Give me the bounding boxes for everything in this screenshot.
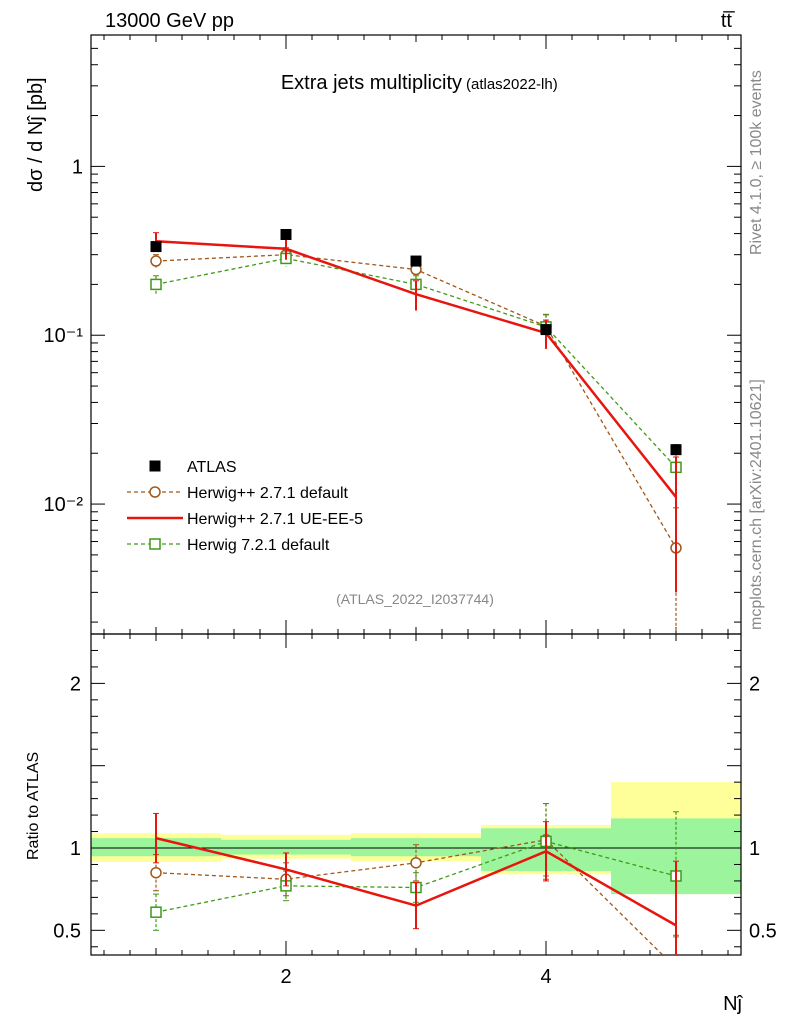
main-panel: 10⁻² 10⁻¹ 1 (44, 34, 742, 635)
mcplots-label: mcplots.cern.ch [arXiv:2401.10621] (748, 379, 765, 630)
y-tick-label: 10⁻² (44, 494, 84, 516)
main-plot-area (150, 228, 682, 634)
y-tick-label: 1 (72, 156, 83, 178)
ratio-panel: 2 4 0.5 0.5 1 1 2 2 (53, 633, 777, 988)
x-tick-label: 4 (540, 966, 551, 988)
point-herwigpp_default (150, 255, 162, 267)
ratio-point-herwigpp_default (150, 866, 162, 879)
legend-item-herwigpp_ueee5: Herwig++ 2.7.1 UE-EE-5 (127, 511, 363, 528)
legend-label-atlas: ATLAS (187, 459, 237, 476)
point-atlas (280, 228, 292, 240)
rivet-label: Rivet 4.1.0, ≥ 100k events (748, 70, 765, 255)
ratio-point-herwigpp_default (410, 857, 422, 869)
legend-item-herwig7_default: Herwig 7.2.1 default (127, 537, 330, 554)
analysis-watermark: (ATLAS_2022_I2037744) (336, 591, 494, 607)
ratio-point-herwigpp_default (671, 963, 681, 973)
point-atlas (150, 241, 162, 253)
y-tick-label: 10⁻¹ (44, 325, 84, 347)
ratio-y-tick-label-right: 2 (749, 673, 760, 695)
ratio-y-tick-label-right: 0.5 (749, 920, 777, 942)
main-y-axis-label: dσ / d Nĵ [pb] (25, 77, 47, 192)
process-label: tt̅ (721, 10, 735, 32)
x-tick-label: 2 (280, 966, 291, 988)
legend-marker-atlas (149, 460, 161, 472)
point-atlas (410, 255, 422, 267)
ratio-series-herwigpp_ueee5 (153, 812, 679, 955)
ratio-band-inner (221, 839, 351, 855)
ratio-y-tick-label-right: 1 (749, 838, 760, 860)
ratio-point-herwig7_default (150, 906, 162, 918)
legend-marker-herwig7_default (149, 538, 161, 550)
point-herwig7_default (150, 278, 162, 291)
ratio-y-axis-label: Ratio to ATLAS (25, 752, 42, 860)
legend-item-herwigpp_default: Herwig++ 2.7.1 default (127, 485, 349, 502)
legend-label-herwigpp_ueee5: Herwig++ 2.7.1 UE-EE-5 (187, 511, 363, 528)
ratio-y-tick-label: 0.5 (53, 920, 81, 942)
legend-item-atlas: ATLAS (149, 459, 237, 476)
series-line-herwig7_default (155, 257, 677, 468)
legend-label-herwigpp_default: Herwig++ 2.7.1 default (187, 485, 349, 502)
legend-label-herwig7_default: Herwig 7.2.1 default (187, 537, 330, 554)
plot-subtitle: (atlas2022-lh) (466, 76, 558, 93)
ratio-plot-area (150, 803, 682, 973)
plot-title: Extra jets multiplicity (281, 72, 462, 94)
series-atlas (150, 228, 682, 456)
legend-marker-herwigpp_default (149, 486, 161, 498)
x-axis-label: Nĵ (723, 993, 743, 1015)
legend: ATLAS Herwig++ 2.7.1 default Herwig++ 2.7.… (127, 459, 363, 554)
point-atlas (540, 324, 552, 336)
energy-label: 13000 GeV pp (105, 10, 234, 32)
point-atlas (670, 444, 682, 456)
ratio-y-tick-label: 2 (70, 673, 81, 695)
ratio-y-tick-label: 1 (70, 838, 81, 860)
